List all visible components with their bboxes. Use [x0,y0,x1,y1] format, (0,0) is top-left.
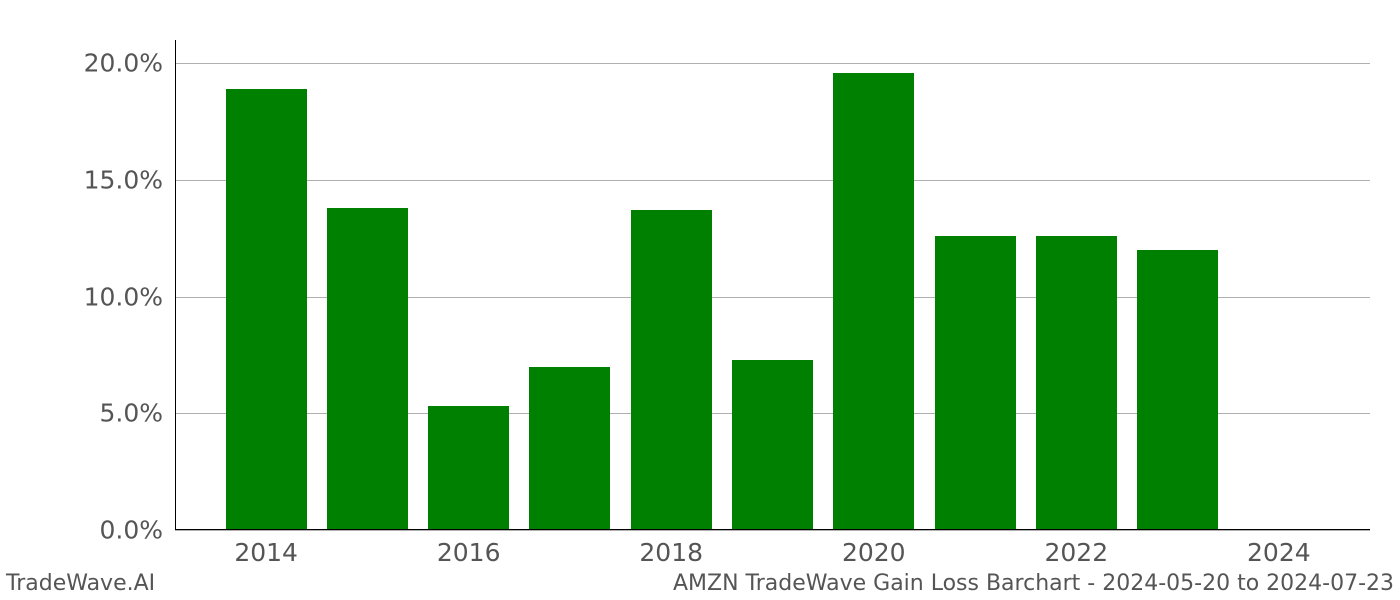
gridline [175,180,1370,181]
ytick-label: 10.0% [84,282,163,311]
ytick-label: 0.0% [99,516,163,545]
xtick-label: 2016 [437,538,501,567]
axis-spine-left [175,40,176,530]
bar [226,89,307,530]
bar [935,236,1016,530]
figure: 0.0% 5.0% 10.0% 15.0% 20.0% 2014 2016 2018 2020 2… [0,0,1400,600]
gridline [175,63,1370,64]
bar [529,367,610,530]
xtick-label: 2018 [639,538,703,567]
gridline [175,530,1370,531]
axis-spine-bottom [175,529,1370,530]
bar [631,210,712,530]
bar [732,360,813,530]
brand-label: TradeWave.AI [6,571,155,596]
xtick-label: 2022 [1045,538,1109,567]
ytick-label: 15.0% [84,166,163,195]
xtick-label: 2014 [234,538,298,567]
xtick-label: 2024 [1247,538,1311,567]
caption-label: AMZN TradeWave Gain Loss Barchart - 2024… [673,571,1394,596]
ytick-label: 5.0% [99,399,163,428]
bar [1036,236,1117,530]
bar [428,406,509,530]
plot-area: 0.0%5.0%10.0%15.0%20.0%20142016201820202… [175,40,1370,530]
bar [833,73,914,530]
bar [327,208,408,530]
bar [1137,250,1218,530]
ytick-label: 20.0% [84,49,163,78]
xtick-label: 2020 [842,538,906,567]
